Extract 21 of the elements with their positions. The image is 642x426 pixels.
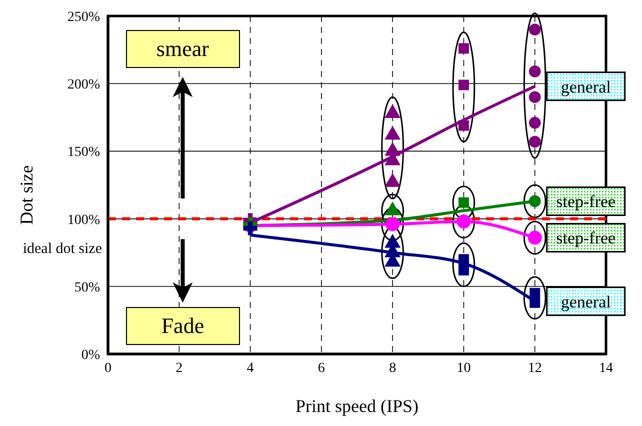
x-tick-label: 14	[599, 360, 613, 376]
y-tick-label: 200%	[67, 78, 100, 93]
x-tick-label: 10	[456, 360, 471, 376]
x-tick-label: 8	[389, 360, 396, 376]
y-tick-label: 150%	[67, 145, 100, 160]
x-tick-label: 12	[528, 360, 542, 376]
y-tick-label: 0%	[81, 348, 100, 363]
x-axis-title: Print speed (IPS)	[296, 396, 418, 416]
x-tick-label: 2	[176, 360, 183, 376]
x-tick-label: 0	[104, 360, 112, 376]
y-tick-label: 100%	[67, 212, 100, 228]
series-label: step-free	[556, 192, 616, 212]
series-label: general	[560, 292, 612, 312]
x-tick-label: 6	[318, 360, 325, 376]
x-tick-label: 4	[246, 360, 254, 376]
y-tick-label: 50%	[74, 280, 100, 296]
y-tick-label: 250%	[67, 10, 100, 25]
ref-line-label: ideal dot size	[22, 240, 102, 258]
series-label: general	[560, 77, 612, 96]
y-axis-title: Dot size	[16, 165, 36, 225]
series-label: step-free	[556, 228, 616, 248]
